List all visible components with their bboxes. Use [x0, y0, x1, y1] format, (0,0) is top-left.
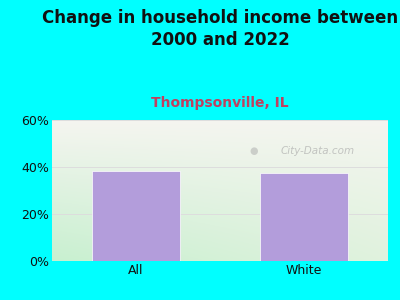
Bar	[260, 173, 348, 261]
Text: City-Data.com: City-Data.com	[280, 146, 355, 156]
Text: Thompsonville, IL: Thompsonville, IL	[151, 96, 289, 110]
Text: ●: ●	[249, 146, 258, 156]
Bar	[92, 170, 180, 261]
Text: Change in household income between
2000 and 2022: Change in household income between 2000 …	[42, 9, 398, 49]
